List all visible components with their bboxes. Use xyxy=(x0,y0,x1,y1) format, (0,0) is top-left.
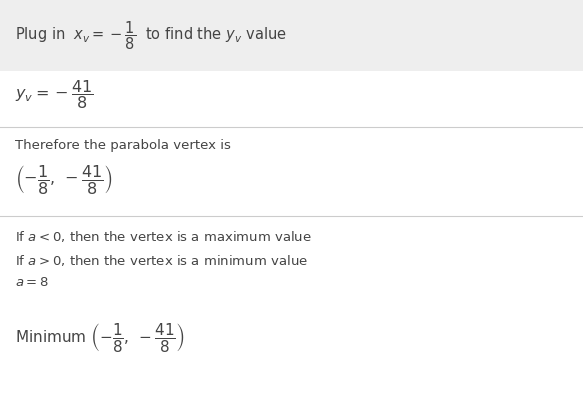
Text: $a = 8$: $a = 8$ xyxy=(15,276,48,289)
Text: $y_v = -\dfrac{41}{8}$: $y_v = -\dfrac{41}{8}$ xyxy=(15,78,93,112)
Text: Therefore the parabola vertex is: Therefore the parabola vertex is xyxy=(15,139,230,152)
Text: Plug in  $x_v = -\dfrac{1}{8}$  to find the $y_v$ value: Plug in $x_v = -\dfrac{1}{8}$ to find th… xyxy=(15,19,286,52)
Text: $\left(-\dfrac{1}{8},\;-\dfrac{41}{8}\right)$: $\left(-\dfrac{1}{8},\;-\dfrac{41}{8}\ri… xyxy=(15,163,113,196)
Text: If $a < 0$, then the vertex is a maximum value: If $a < 0$, then the vertex is a maximum… xyxy=(15,229,311,244)
FancyBboxPatch shape xyxy=(0,0,583,71)
Text: If $a > 0$, then the vertex is a minimum value: If $a > 0$, then the vertex is a minimum… xyxy=(15,253,307,268)
Text: Minimum $\left(-\dfrac{1}{8},\;-\dfrac{41}{8}\right)$: Minimum $\left(-\dfrac{1}{8},\;-\dfrac{4… xyxy=(15,321,185,354)
